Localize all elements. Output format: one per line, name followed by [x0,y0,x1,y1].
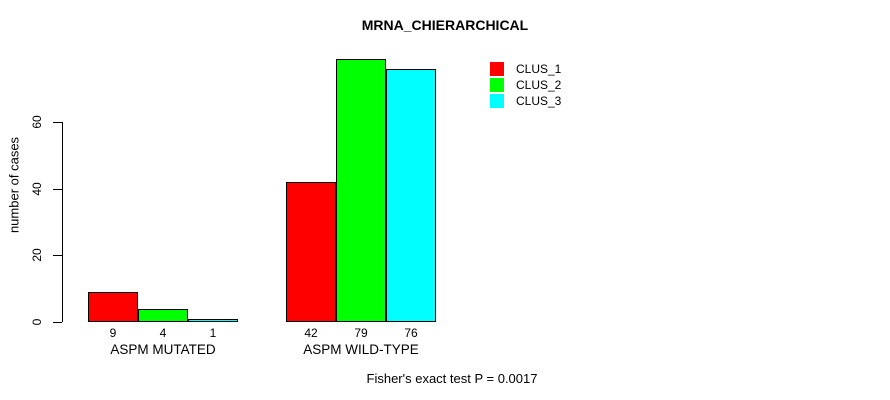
legend-swatch-icon [490,94,504,108]
bar-clus_2-aspm-wild-type [336,58,386,322]
y-axis-line [62,122,63,322]
legend-item: CLUS_2 [490,78,561,92]
bar-value-label: 79 [354,326,368,340]
bar-value-label: 42 [304,326,318,340]
y-axis-tick [53,188,62,190]
y-axis-tick [53,122,62,124]
legend-item: CLUS_3 [490,94,561,108]
x-category-label: ASPM WILD-TYPE [303,342,419,357]
legend-label: CLUS_3 [516,94,562,108]
bar-clus_1-aspm-mutated [88,292,138,322]
y-axis-tick [53,255,62,257]
y-axis-tick-label: 0 [30,318,44,326]
chart-title: MRNA_CHIERARCHICAL [361,17,529,33]
y-axis-tick-label: 40 [30,182,44,196]
y-axis-tick-label: 20 [30,248,44,263]
legend-swatch-icon [490,78,504,92]
y-axis-tick-label: 60 [30,115,44,129]
legend-label: CLUS_1 [516,62,562,76]
legend-swatch-icon [490,62,504,76]
bar-value-label: 1 [209,326,217,340]
bar-clus_1-aspm-wild-type [286,182,336,322]
bar-clus_2-aspm-mutated [138,308,188,322]
bar-value-label: 4 [159,326,167,340]
bar-clus_3-aspm-wild-type [386,68,436,322]
bar-value-label: 9 [109,326,117,340]
bar-clus_3-aspm-mutated [188,318,238,322]
legend: CLUS_1 CLUS_2 CLUS_3 [490,62,561,108]
legend-item: CLUS_1 [490,62,561,76]
legend-label: CLUS_2 [516,78,562,92]
y-axis-label: number of cases [6,136,22,234]
bar-value-label: 76 [404,326,418,340]
x-category-label: ASPM MUTATED [110,342,216,357]
y-axis-tick [53,322,62,323]
footnote: Fisher's exact test P = 0.0017 [366,371,538,386]
